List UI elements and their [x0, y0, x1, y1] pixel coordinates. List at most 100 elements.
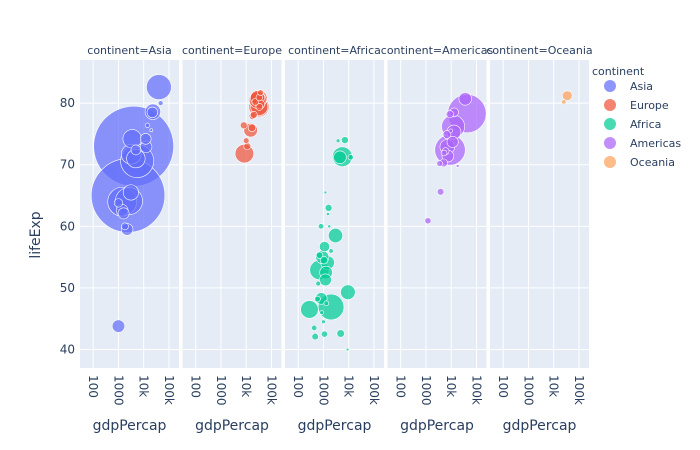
data-point[interactable] — [300, 300, 319, 319]
data-point[interactable] — [318, 241, 331, 253]
facet-africa: 100 1000 10k 100k continent=Africa gdpPercap — [285, 44, 384, 434]
x-tick-label: 1000 — [419, 375, 433, 406]
data-point[interactable] — [122, 184, 139, 201]
legend-label: Asia — [630, 80, 653, 93]
data-point[interactable] — [436, 160, 443, 167]
legend-marker — [604, 99, 616, 111]
data-point[interactable] — [319, 310, 324, 315]
x-tick-label: 1000 — [316, 375, 330, 406]
data-point[interactable] — [239, 121, 248, 130]
data-point[interactable] — [446, 135, 459, 148]
x-tick-label: 100 — [394, 375, 408, 398]
x-tick-label: 10k — [342, 375, 356, 397]
legend-item-africa[interactable]: Africa — [604, 118, 661, 131]
data-point[interactable] — [347, 154, 354, 161]
data-point[interactable] — [458, 92, 472, 106]
data-point[interactable] — [436, 188, 445, 196]
data-point[interactable] — [242, 137, 250, 144]
data-point[interactable] — [247, 123, 257, 132]
data-point[interactable] — [113, 198, 124, 208]
data-point[interactable] — [249, 111, 258, 119]
data-point[interactable] — [319, 256, 329, 265]
data-point[interactable] — [157, 100, 164, 106]
data-point[interactable] — [448, 128, 453, 134]
facet-oceania: 100 1000 10k 100k continent=Oceania gdpPercap — [486, 44, 592, 434]
data-point[interactable] — [314, 295, 321, 303]
data-point[interactable] — [243, 142, 252, 151]
data-point[interactable] — [255, 103, 264, 111]
legend-label: Oceania — [630, 156, 675, 169]
data-point[interactable] — [311, 332, 319, 341]
legend-item-asia[interactable]: Asia — [604, 80, 653, 93]
legend-item-oceania[interactable]: Oceania — [604, 156, 675, 169]
data-point[interactable] — [144, 122, 150, 128]
x-tick-label: 1000 — [111, 375, 125, 406]
data-point[interactable] — [442, 130, 452, 139]
data-point[interactable] — [117, 207, 130, 220]
data-point[interactable] — [149, 128, 154, 133]
data-point[interactable] — [561, 90, 573, 101]
data-point[interactable] — [327, 224, 332, 229]
legend-marker — [604, 80, 616, 92]
facet-title: continent=Oceania — [486, 44, 592, 57]
facet-title: continent=Europe — [182, 44, 282, 57]
data-point[interactable] — [111, 319, 126, 333]
legend-item-europe[interactable]: Europe — [604, 99, 669, 112]
facet-title: continent=Asia — [87, 44, 171, 57]
y-tick-label: 80 — [60, 96, 75, 110]
y-tick-label: 70 — [60, 158, 75, 172]
data-point[interactable] — [561, 99, 567, 105]
legend-item-americas[interactable]: Americas — [604, 137, 681, 150]
data-point[interactable] — [440, 149, 448, 157]
data-point[interactable] — [257, 89, 264, 96]
data-point[interactable] — [121, 222, 129, 231]
data-point[interactable] — [424, 217, 432, 225]
data-point[interactable] — [333, 150, 347, 165]
data-point[interactable] — [139, 133, 152, 145]
data-point[interactable] — [321, 319, 326, 325]
data-point[interactable] — [445, 110, 454, 119]
x-tick-label: 1000 — [214, 375, 228, 406]
data-point[interactable] — [335, 138, 341, 143]
x-tick-label: 10k — [137, 375, 151, 397]
data-point[interactable] — [146, 106, 158, 118]
data-point[interactable] — [317, 223, 325, 230]
data-point[interactable] — [328, 228, 343, 244]
facet-title: continent=Americas — [381, 44, 494, 57]
data-point[interactable] — [315, 280, 321, 287]
x-tick-label: 10k — [547, 375, 561, 397]
x-axis-title: gdpPercap — [400, 418, 474, 434]
y-tick-label: 50 — [60, 281, 75, 295]
data-point[interactable] — [326, 212, 330, 216]
data-point[interactable] — [340, 284, 356, 300]
data-point[interactable] — [323, 300, 330, 307]
facets-layer: 100 1000 10k 100k continent=Asia gdpPercap 100… — [60, 44, 593, 434]
x-tick-label: 100 — [86, 375, 100, 398]
legend: continent Asia Europe Africa Americas Oceani… — [592, 65, 681, 169]
data-point[interactable] — [328, 248, 334, 254]
data-point[interactable] — [341, 136, 349, 144]
data-point[interactable] — [321, 330, 328, 338]
data-point[interactable] — [319, 273, 332, 287]
legend-title: continent — [592, 65, 645, 78]
x-axis-title: gdpPercap — [503, 418, 577, 434]
data-point[interactable] — [122, 129, 142, 149]
data-point[interactable] — [323, 190, 328, 195]
data-point[interactable] — [311, 324, 318, 331]
data-point[interactable] — [146, 74, 172, 100]
data-point[interactable] — [315, 251, 324, 259]
legend-label: Americas — [630, 137, 681, 150]
legend-marker — [604, 118, 616, 130]
data-point[interactable] — [324, 204, 333, 212]
facet-plot-area — [285, 60, 384, 368]
facet-asia: 100 1000 10k 100k continent=Asia gdpPercap — [80, 44, 179, 434]
x-tick-label: 100k — [572, 375, 586, 405]
data-point[interactable] — [130, 144, 142, 156]
facet-title: continent=Africa — [288, 44, 381, 57]
data-point[interactable] — [345, 347, 350, 352]
x-tick-label: 100 — [496, 375, 510, 398]
data-point[interactable] — [455, 164, 460, 168]
data-point[interactable] — [336, 329, 345, 338]
x-axis-title: gdpPercap — [298, 418, 372, 434]
